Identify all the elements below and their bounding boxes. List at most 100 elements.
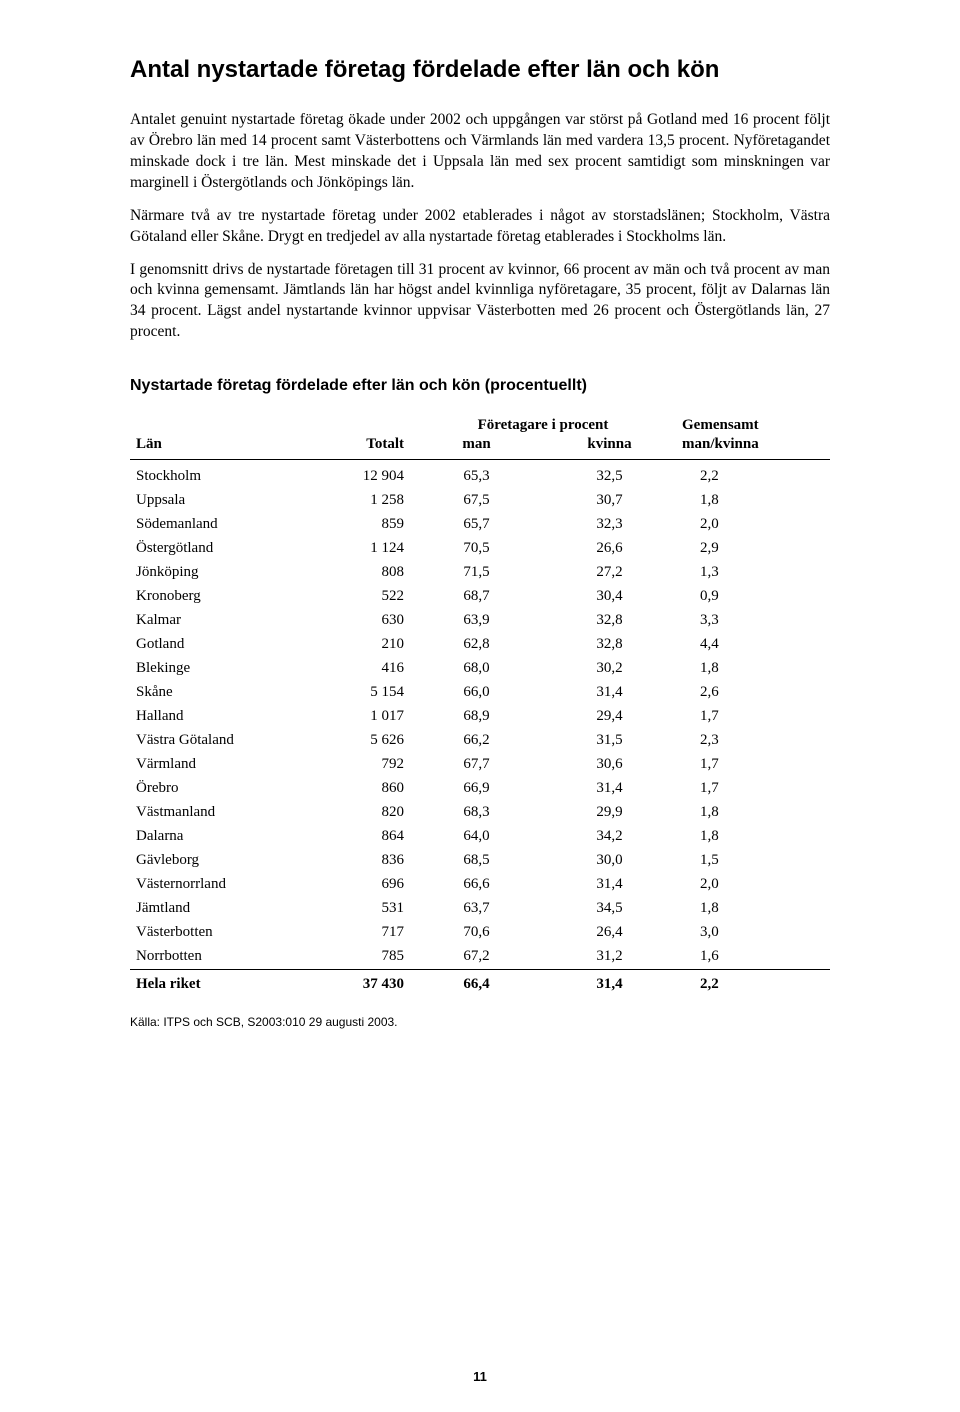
table-cell: 65,3 <box>410 460 543 489</box>
paragraph-1: Antalet genuint nystartade företag ökade… <box>130 110 830 194</box>
table-cell: 2,0 <box>676 873 830 897</box>
table-row: Västra Götaland5 62666,231,52,3 <box>130 729 830 753</box>
table-cell: 66,9 <box>410 777 543 801</box>
table-cell: 34,2 <box>543 825 676 849</box>
table-source: Källa: ITPS och SCB, S2003:010 29 august… <box>130 1015 830 1029</box>
table-cell: 66,4 <box>410 969 543 999</box>
table-cell: 1,3 <box>676 561 830 585</box>
table-cell: 3,0 <box>676 921 830 945</box>
table-cell: 1,5 <box>676 849 830 873</box>
paragraph-2: Närmare två av tre nystartade företag un… <box>130 206 830 248</box>
table-cell: Kronoberg <box>130 585 298 609</box>
table-row: Dalarna86464,034,21,8 <box>130 825 830 849</box>
table-cell: 29,4 <box>543 705 676 729</box>
table-cell: 2,3 <box>676 729 830 753</box>
table-cell: 30,0 <box>543 849 676 873</box>
table-row: Uppsala1 25867,530,71,8 <box>130 489 830 513</box>
table-cell: 1,7 <box>676 705 830 729</box>
table-cell: 1 017 <box>298 705 410 729</box>
table-cell: 1,8 <box>676 657 830 681</box>
col-gemensamt: man/kvinna <box>676 436 830 460</box>
table-cell: 29,9 <box>543 801 676 825</box>
table-row: Blekinge41668,030,21,8 <box>130 657 830 681</box>
table-cell: 68,9 <box>410 705 543 729</box>
table-cell: 32,5 <box>543 460 676 489</box>
table-row: Västerbotten71770,626,43,0 <box>130 921 830 945</box>
table-cell: 3,3 <box>676 609 830 633</box>
table-row: Jönköping80871,527,21,3 <box>130 561 830 585</box>
table-total-row: Hela riket37 43066,431,42,2 <box>130 969 830 999</box>
table-cell: 1 258 <box>298 489 410 513</box>
table-row: Skåne5 15466,031,42,6 <box>130 681 830 705</box>
table-cell: 30,2 <box>543 657 676 681</box>
table-cell: 34,5 <box>543 897 676 921</box>
table-row: Östergötland1 12470,526,62,9 <box>130 537 830 561</box>
table-cell: 1,8 <box>676 489 830 513</box>
table-row: Stockholm12 90465,332,52,2 <box>130 460 830 489</box>
table-cell: Västerbotten <box>130 921 298 945</box>
table-row: Värmland79267,730,61,7 <box>130 753 830 777</box>
table-cell: 2,6 <box>676 681 830 705</box>
table-cell: 4,4 <box>676 633 830 657</box>
paragraph-3: I genomsnitt drivs de nystartade företag… <box>130 260 830 344</box>
table-cell: Västernorrland <box>130 873 298 897</box>
table-cell: Uppsala <box>130 489 298 513</box>
table-cell: 31,4 <box>543 681 676 705</box>
col-lan: Län <box>130 436 298 460</box>
table-cell: Blekinge <box>130 657 298 681</box>
table-cell: 70,6 <box>410 921 543 945</box>
table-row: Norrbotten78567,231,21,6 <box>130 945 830 970</box>
table-cell: 1,7 <box>676 753 830 777</box>
page-title: Antal nystartade företag fördelade efter… <box>130 56 830 84</box>
table-cell: Norrbotten <box>130 945 298 970</box>
table-cell: Skåne <box>130 681 298 705</box>
col-spacer <box>130 417 298 436</box>
col-totalt: Totalt <box>298 436 410 460</box>
table-cell: Örebro <box>130 777 298 801</box>
table-cell: 0,9 <box>676 585 830 609</box>
table-cell: 1,8 <box>676 801 830 825</box>
table-cell: 785 <box>298 945 410 970</box>
table-cell: 68,3 <box>410 801 543 825</box>
table-cell: 31,4 <box>543 777 676 801</box>
table-cell: 416 <box>298 657 410 681</box>
table-cell: 522 <box>298 585 410 609</box>
table-row: Kronoberg52268,730,40,9 <box>130 585 830 609</box>
table-cell: Västra Götaland <box>130 729 298 753</box>
table-cell: 2,9 <box>676 537 830 561</box>
table-cell: Värmland <box>130 753 298 777</box>
table-cell: 696 <box>298 873 410 897</box>
table-cell: 31,2 <box>543 945 676 970</box>
table-row: Västernorrland69666,631,42,0 <box>130 873 830 897</box>
table-cell: 820 <box>298 801 410 825</box>
table-cell: 2,0 <box>676 513 830 537</box>
table-cell: 66,2 <box>410 729 543 753</box>
table-row: Kalmar63063,932,83,3 <box>130 609 830 633</box>
table-cell: Gotland <box>130 633 298 657</box>
table-cell: 792 <box>298 753 410 777</box>
table-cell: 66,0 <box>410 681 543 705</box>
table-cell: Dalarna <box>130 825 298 849</box>
table-cell: 2,2 <box>676 460 830 489</box>
table-cell: 30,6 <box>543 753 676 777</box>
group-header-gemensamt: Gemensamt <box>676 417 830 436</box>
table-cell: 30,7 <box>543 489 676 513</box>
table-cell: Hela riket <box>130 969 298 999</box>
page-number: 11 <box>0 1369 960 1384</box>
table-cell: 31,4 <box>543 873 676 897</box>
table-cell: 1,8 <box>676 825 830 849</box>
table-title: Nystartade företag fördelade efter län o… <box>130 377 830 395</box>
table-cell: 32,8 <box>543 633 676 657</box>
table-cell: 12 904 <box>298 460 410 489</box>
data-table: Företagare i procent Gemensamt Län Total… <box>130 417 830 999</box>
table-cell: 67,2 <box>410 945 543 970</box>
table-cell: 65,7 <box>410 513 543 537</box>
table-cell: Stockholm <box>130 460 298 489</box>
col-man: man <box>410 436 543 460</box>
table-cell: 68,0 <box>410 657 543 681</box>
table-cell: 31,5 <box>543 729 676 753</box>
table-cell: 859 <box>298 513 410 537</box>
table-cell: 32,8 <box>543 609 676 633</box>
table-cell: 31,4 <box>543 969 676 999</box>
table-cell: 63,9 <box>410 609 543 633</box>
